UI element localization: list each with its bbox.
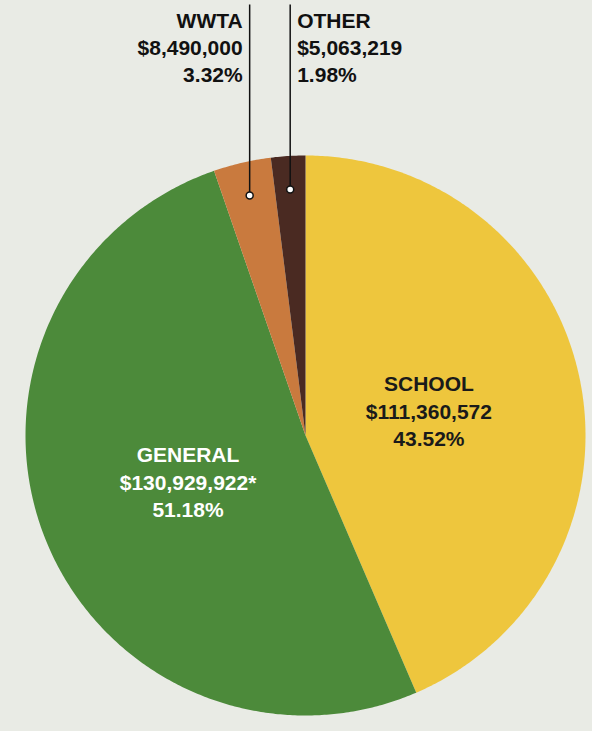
svg-text:GENERAL$130,929,922*51.18%: GENERAL$130,929,922*51.18% (120, 443, 257, 521)
svg-text:WWTA$8,490,0003.32%: WWTA$8,490,0003.32% (138, 9, 243, 87)
svg-text:SCHOOL$111,360,57243.52%: SCHOOL$111,360,57243.52% (366, 372, 492, 450)
svg-text:OTHER$5,063,2191.98%: OTHER$5,063,2191.98% (297, 9, 402, 87)
